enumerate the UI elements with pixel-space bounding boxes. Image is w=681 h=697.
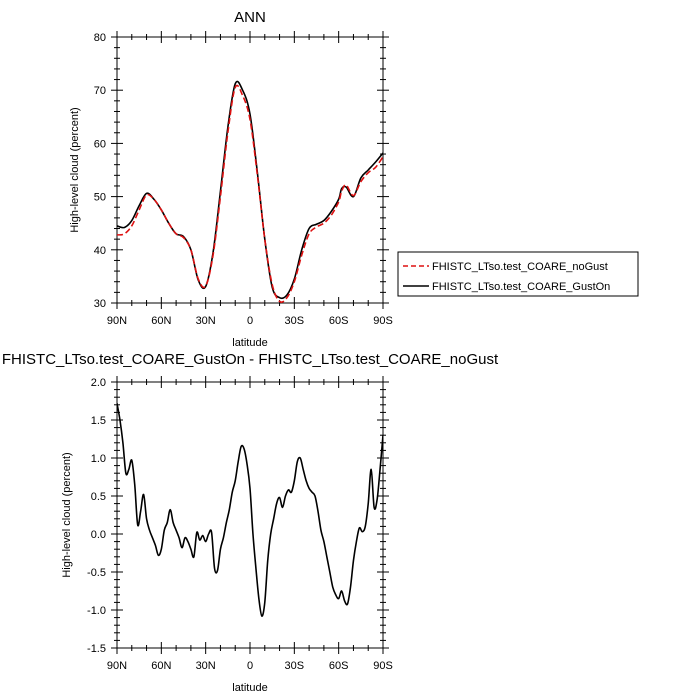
top-panel: ANN 90N 60N 30N 0 30S 60S 90S 30 40 50 60 70 80 lati… — [69, 9, 639, 349]
top-series-line-0 — [117, 84, 383, 303]
bottom-title: FHISTC_LTso.test_COARE_GustOn - FHISTC_L… — [2, 351, 499, 368]
bottom-ytick-label: -0.5 — [87, 567, 106, 579]
top-xtick-label: 90N — [107, 315, 127, 327]
bottom-ytick-label: 1.5 — [91, 415, 106, 427]
top-ytick-label: 50 — [94, 192, 106, 204]
bottom-ytick-label: -1.0 — [87, 605, 106, 617]
legend-label-guston: FHISTC_LTso.test_COARE_GustOn — [432, 281, 610, 293]
bottom-ytick-label: 2.0 — [91, 377, 106, 389]
bottom-ytick-label: 0.0 — [91, 529, 106, 541]
bottom-ytick-label: 1.0 — [91, 453, 106, 465]
bottom-series-line-0 — [117, 403, 383, 617]
top-xtick-label: 0 — [247, 315, 253, 327]
bottom-xtick-label: 0 — [247, 660, 253, 672]
top-frame — [116, 36, 384, 304]
bottom-ylabel: High-level cloud (percent) — [61, 452, 73, 577]
top-title: ANN — [234, 9, 266, 26]
bottom-xtick-label: 30N — [196, 660, 216, 672]
bottom-xtick-label: 90N — [107, 660, 127, 672]
top-xtick-label: 60N — [151, 315, 171, 327]
bottom-plot-area: 90N 60N 30N 0 30S 60S 90S -1.5 -1.0 -0.5 0.0 0.5 1.0… — [87, 376, 393, 672]
bottom-xtick-label: 30S — [285, 660, 305, 672]
top-ytick-label: 70 — [94, 85, 106, 97]
top-plot-area: 90N 60N 30N 0 30S 60S 90S 30 40 50 60 70 80 — [94, 31, 393, 327]
bottom-xtick-label: 60S — [329, 660, 349, 672]
top-series-line-1 — [117, 80, 383, 300]
top-ytick-label: 40 — [94, 245, 106, 257]
top-xtick-label: 30N — [196, 315, 216, 327]
bottom-frame — [116, 381, 384, 649]
bottom-xtick-label: 90S — [373, 660, 393, 672]
top-xtick-label: 30S — [285, 315, 305, 327]
bottom-xtick-label: 60N — [151, 660, 171, 672]
top-xlabel: latitude — [232, 337, 267, 349]
top-xtick-label: 60S — [329, 315, 349, 327]
bottom-xlabel: latitude — [232, 682, 267, 694]
legend-label-nogust: FHISTC_LTso.test_COARE_noGust — [432, 261, 608, 273]
bottom-ytick-label: 0.5 — [91, 491, 106, 503]
top-ylabel: High-level cloud (percent) — [69, 107, 81, 232]
legend-box — [397, 251, 639, 297]
top-xtick-label: 90S — [373, 315, 393, 327]
bottom-ytick-label: -1.5 — [87, 643, 106, 655]
bottom-panel: FHISTC_LTso.test_COARE_GustOn - FHISTC_L… — [2, 351, 499, 694]
top-ytick-label: 60 — [94, 138, 106, 150]
legend: FHISTC_LTso.test_COARE_noGust FHISTC_LTs… — [397, 251, 639, 297]
top-ytick-label: 30 — [94, 298, 106, 310]
top-ytick-label: 80 — [94, 32, 106, 44]
